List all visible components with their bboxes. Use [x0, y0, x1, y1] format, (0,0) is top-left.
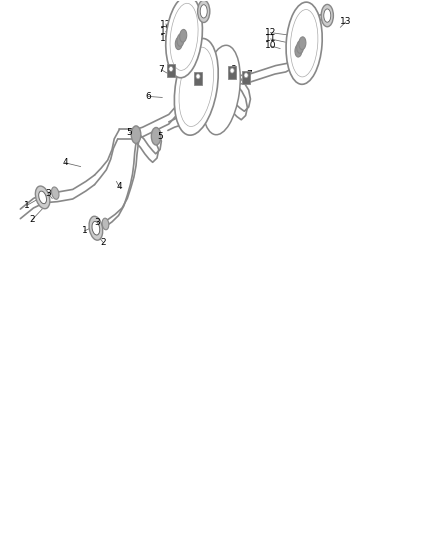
Ellipse shape — [102, 218, 109, 230]
Ellipse shape — [89, 216, 103, 240]
Ellipse shape — [286, 2, 322, 84]
Ellipse shape — [131, 126, 141, 143]
Bar — [242, 71, 250, 84]
Ellipse shape — [175, 37, 182, 50]
Ellipse shape — [177, 34, 184, 46]
Text: 2: 2 — [29, 215, 35, 224]
Text: 5: 5 — [157, 132, 163, 141]
Ellipse shape — [299, 37, 306, 50]
Ellipse shape — [200, 5, 207, 18]
Ellipse shape — [151, 127, 161, 145]
Ellipse shape — [324, 9, 331, 22]
Text: 2: 2 — [100, 238, 106, 247]
Ellipse shape — [202, 45, 240, 135]
Ellipse shape — [198, 0, 210, 22]
Ellipse shape — [297, 41, 304, 53]
Ellipse shape — [169, 67, 173, 71]
Text: 10: 10 — [160, 35, 172, 44]
Text: 6: 6 — [145, 92, 151, 101]
Text: 13: 13 — [199, 11, 211, 20]
Text: 4: 4 — [63, 158, 68, 167]
Ellipse shape — [179, 47, 214, 126]
Text: 11: 11 — [160, 27, 172, 36]
Text: 10: 10 — [265, 42, 276, 51]
Text: 5: 5 — [127, 128, 132, 137]
Text: 12: 12 — [160, 20, 171, 29]
Ellipse shape — [196, 74, 200, 79]
Ellipse shape — [321, 4, 333, 27]
Ellipse shape — [92, 221, 100, 235]
Bar — [167, 64, 175, 77]
Text: 7: 7 — [246, 70, 251, 78]
Ellipse shape — [230, 68, 234, 73]
Text: 3: 3 — [45, 189, 51, 198]
Ellipse shape — [290, 10, 318, 77]
Text: 3: 3 — [94, 219, 99, 228]
Ellipse shape — [52, 187, 59, 199]
Text: 12: 12 — [265, 28, 276, 37]
Text: 11: 11 — [265, 35, 276, 44]
Ellipse shape — [166, 0, 202, 78]
Ellipse shape — [35, 186, 50, 209]
Text: 7: 7 — [159, 66, 164, 74]
Ellipse shape — [295, 44, 302, 57]
Ellipse shape — [170, 3, 198, 70]
Ellipse shape — [244, 73, 248, 78]
Text: 13: 13 — [340, 18, 351, 27]
Ellipse shape — [174, 38, 218, 135]
Bar — [229, 66, 236, 79]
Text: 8: 8 — [230, 66, 236, 74]
Text: 1: 1 — [81, 227, 88, 236]
Text: 1: 1 — [24, 201, 30, 210]
Ellipse shape — [180, 29, 187, 42]
Text: 4: 4 — [117, 182, 122, 191]
Text: 8: 8 — [199, 71, 205, 80]
Ellipse shape — [39, 191, 46, 204]
Bar — [194, 72, 202, 85]
